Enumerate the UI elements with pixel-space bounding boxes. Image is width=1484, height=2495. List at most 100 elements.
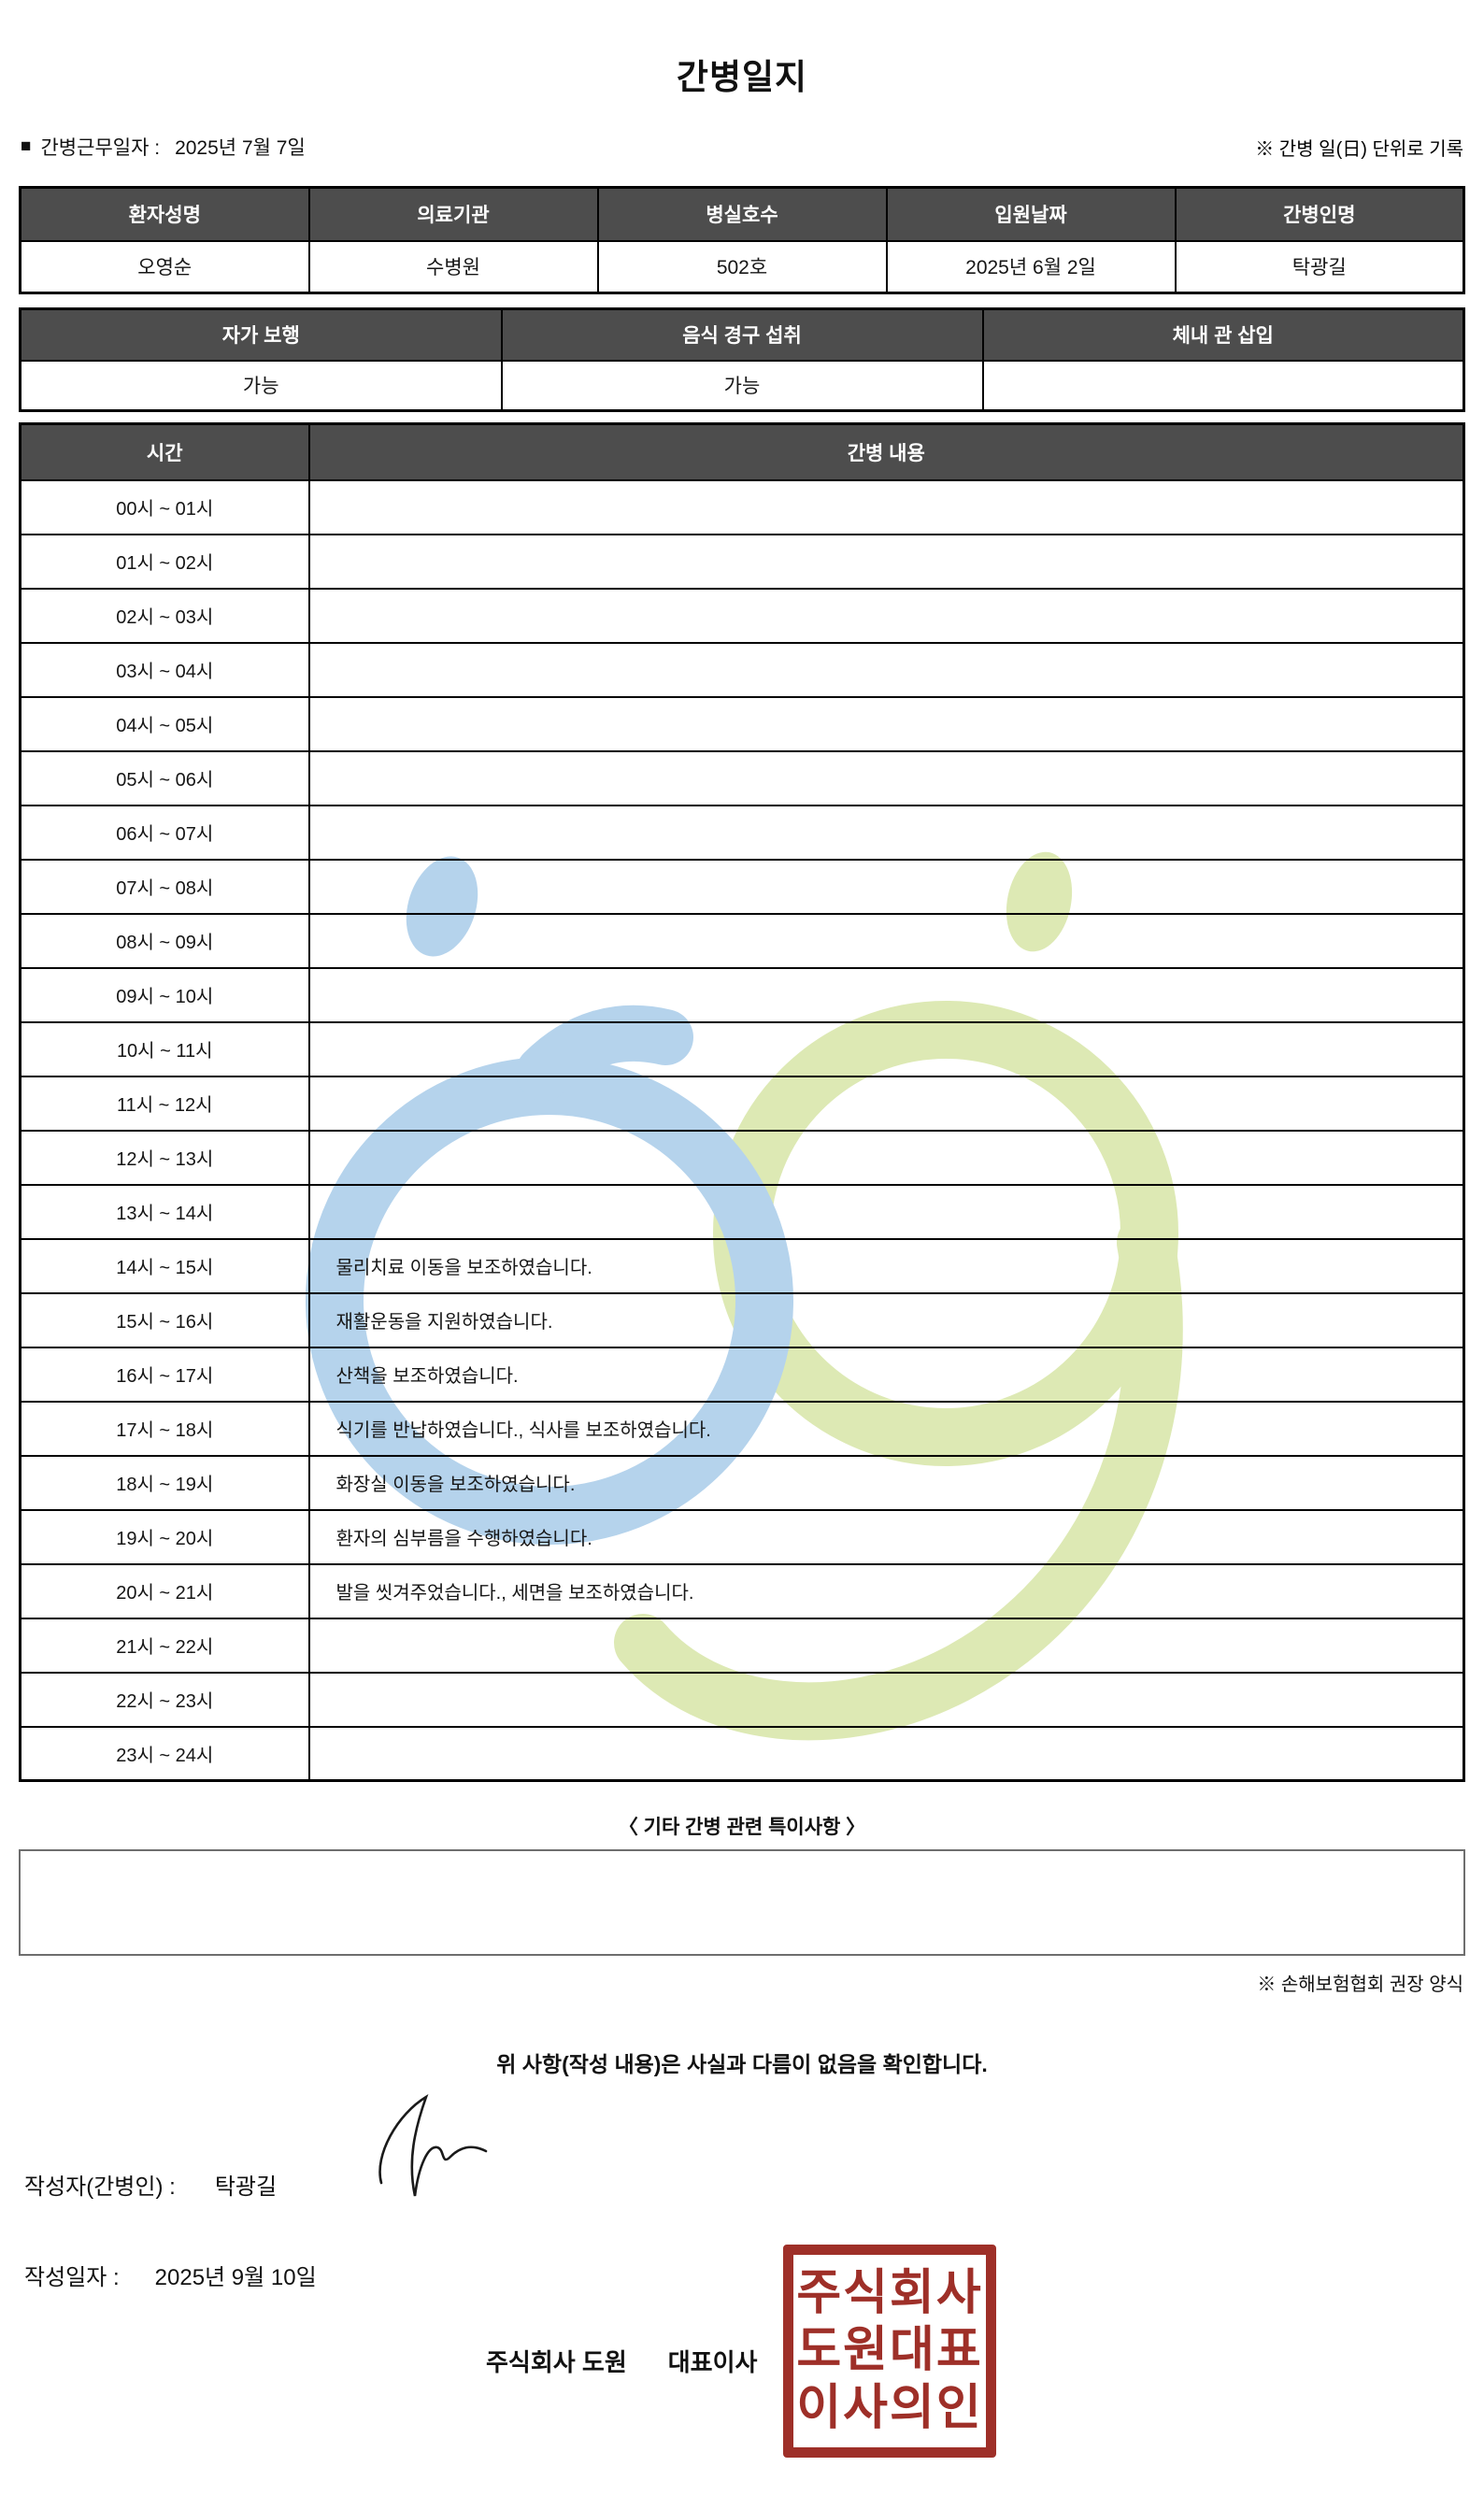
care-row-time: 04시 ~ 05시: [19, 695, 310, 752]
writer-name: 탁광길: [214, 2174, 278, 2200]
written-date-label: 작성일자 :: [24, 2265, 120, 2290]
care-row-time: 10시 ~ 11시: [19, 1020, 310, 1077]
patient-header-row: 환자성명 의료기관 병실호수 입원날짜 간병인명: [19, 186, 1465, 242]
care-row: 21시 ~ 22시: [19, 1617, 1465, 1674]
header-room-number: 병실호수: [596, 186, 888, 242]
care-row: 00시 ~ 01시: [19, 478, 1465, 535]
care-row-time: 23시 ~ 24시: [19, 1725, 310, 1782]
signature-scribble: [378, 2094, 488, 2197]
care-row-time: 03시 ~ 04시: [19, 641, 310, 698]
care-row-time: 09시 ~ 10시: [19, 966, 310, 1023]
writer-label: 작성자(간병인) :: [24, 2174, 176, 2200]
care-row-content: [307, 478, 1465, 535]
header-medical-institution: 의료기관: [307, 186, 599, 242]
care-row: 18시 ~ 19시 화장실 이동을 보조하였습니다.: [19, 1454, 1465, 1511]
care-row-time: 17시 ~ 18시: [19, 1400, 310, 1457]
care-row-time: 05시 ~ 06시: [19, 749, 310, 806]
care-table-body: 00시 ~ 01시 01시 ~ 02시 02시 ~ 03시 03시 ~ 04시 04시 …: [19, 478, 1465, 1782]
care-row-time: 14시 ~ 15시: [19, 1237, 310, 1294]
care-row-time: 07시 ~ 08시: [19, 858, 310, 915]
page-title: 간병일지: [676, 58, 808, 96]
care-row-content: 발을 씻겨주었습니다., 세면을 보조하였습니다.: [307, 1562, 1465, 1619]
care-row-content: [307, 912, 1465, 969]
care-row-content: 환자의 심부름을 수행하였습니다.: [307, 1508, 1465, 1565]
care-row-time: 16시 ~ 17시: [19, 1346, 310, 1403]
care-row-content: [307, 1020, 1465, 1077]
care-table: 시간 간병 내용 00시 ~ 01시 01시 ~ 02시 02시 ~ 03시 03시 …: [19, 422, 1465, 1782]
condition-header-row: 자가 보행 음식 경구 섭취 체내 관 삽입: [19, 307, 1465, 362]
care-row: 01시 ~ 02시: [19, 533, 1465, 590]
care-row-time: 02시 ~ 03시: [19, 587, 310, 644]
header-time: 시간: [19, 422, 310, 481]
header-patient-name: 환자성명: [19, 186, 310, 242]
care-row: 15시 ~ 16시 재활운동을 지원하였습니다.: [19, 1291, 1465, 1348]
care-row-time: 08시 ~ 09시: [19, 912, 310, 969]
condition-table: 자가 보행 음식 경구 섭취 체내 관 삽입 가능 가능: [19, 307, 1465, 412]
care-row-time: 15시 ~ 16시: [19, 1291, 310, 1348]
care-row-content: 물리치료 이동을 보조하였습니다.: [307, 1237, 1465, 1294]
work-date-label: 간병근무일자 :: [40, 137, 161, 159]
care-row-time: 06시 ~ 07시: [19, 804, 310, 861]
care-row-content: [307, 1183, 1465, 1240]
care-row: 14시 ~ 15시 물리치료 이동을 보조하였습니다.: [19, 1237, 1465, 1294]
seal-text-line: 도원대표: [796, 2322, 983, 2379]
care-row-content: 화장실 이동을 보조하였습니다.: [307, 1454, 1465, 1511]
care-row-time: 21시 ~ 22시: [19, 1617, 310, 1674]
header-internal-tube: 체내 관 삽입: [981, 307, 1465, 362]
care-row: 05시 ~ 06시: [19, 749, 1465, 806]
care-row: 04시 ~ 05시: [19, 695, 1465, 752]
value-self-walking: 가능: [19, 359, 503, 412]
header-care-content: 간병 내용: [307, 422, 1465, 481]
care-row-time: 13시 ~ 14시: [19, 1183, 310, 1240]
value-patient-name: 오영순: [19, 239, 310, 294]
bullet-square-icon: ■: [21, 136, 32, 156]
care-row-content: [307, 749, 1465, 806]
care-row: 11시 ~ 12시: [19, 1075, 1465, 1132]
care-row-time: 22시 ~ 23시: [19, 1671, 310, 1728]
care-row-content: [307, 1075, 1465, 1132]
care-row-time: 12시 ~ 13시: [19, 1129, 310, 1186]
date-row: ■ 간병근무일자 : 2025년 7월 7일 ※ 간병 일(日) 단위로 기록: [21, 133, 1463, 161]
care-row: 20시 ~ 21시 발을 씻겨주었습니다., 세면을 보조하였습니다.: [19, 1562, 1465, 1619]
care-row: 10시 ~ 11시: [19, 1020, 1465, 1077]
care-row: 16시 ~ 17시 산책을 보조하였습니다.: [19, 1346, 1465, 1403]
care-row-time: 20시 ~ 21시: [19, 1562, 310, 1619]
care-row: 08시 ~ 09시: [19, 912, 1465, 969]
value-caregiver-name: 탁광길: [1174, 239, 1465, 294]
header-admission-date: 입원날짜: [885, 186, 1177, 242]
company-line: 주식회사 도원 대표이사: [486, 2344, 757, 2378]
patient-info-table: 환자성명 의료기관 병실호수 입원날짜 간병인명 오영순 수병원 502호 20…: [19, 186, 1465, 294]
header-self-walking: 자가 보행: [19, 307, 503, 362]
value-room-number: 502호: [596, 239, 888, 294]
care-row-content: 재활운동을 지원하였습니다.: [307, 1291, 1465, 1348]
patient-value-row: 오영순 수병원 502호 2025년 6월 2일 탁광길: [19, 239, 1465, 294]
company-name: 주식회사 도원: [486, 2348, 627, 2376]
confirmation-statement: 위 사항(작성 내용)은 사실과 다름이 없음을 확인합니다.: [496, 2052, 988, 2076]
work-date-value: 2025년 7월 7일: [175, 137, 306, 159]
value-admission-date: 2025년 6월 2일: [885, 239, 1177, 294]
care-row-time: 18시 ~ 19시: [19, 1454, 310, 1511]
care-row-content: [307, 1725, 1465, 1782]
care-row: 07시 ~ 08시: [19, 858, 1465, 915]
care-row-content: [307, 858, 1465, 915]
care-row: 23시 ~ 24시: [19, 1725, 1465, 1782]
value-oral-intake: 가능: [500, 359, 984, 412]
care-row: 17시 ~ 18시 식기를 반납하였습니다., 식사를 보조하였습니다.: [19, 1400, 1465, 1457]
written-date-value: 2025년 9월 10일: [154, 2265, 317, 2290]
care-header-row: 시간 간병 내용: [19, 422, 1465, 481]
care-row-content: [307, 587, 1465, 644]
work-date-line: ■ 간병근무일자 : 2025년 7월 7일: [21, 133, 306, 161]
care-row: 09시 ~ 10시: [19, 966, 1465, 1023]
value-medical-institution: 수병원: [307, 239, 599, 294]
care-row-content: [307, 641, 1465, 698]
value-internal-tube: [981, 359, 1465, 412]
care-row: 12시 ~ 13시: [19, 1129, 1465, 1186]
written-date-row: 작성일자 : 2025년 9월 10일: [24, 2259, 1484, 2291]
care-row: 02시 ~ 03시: [19, 587, 1465, 644]
unit-note: ※ 간병 일(日) 단위로 기록: [1255, 139, 1463, 160]
care-row-time: 11시 ~ 12시: [19, 1075, 310, 1132]
care-row-time: 19시 ~ 20시: [19, 1508, 310, 1565]
care-row-time: 00시 ~ 01시: [19, 478, 310, 535]
special-notes-box: [19, 1849, 1465, 1956]
care-row: 22시 ~ 23시: [19, 1671, 1465, 1728]
